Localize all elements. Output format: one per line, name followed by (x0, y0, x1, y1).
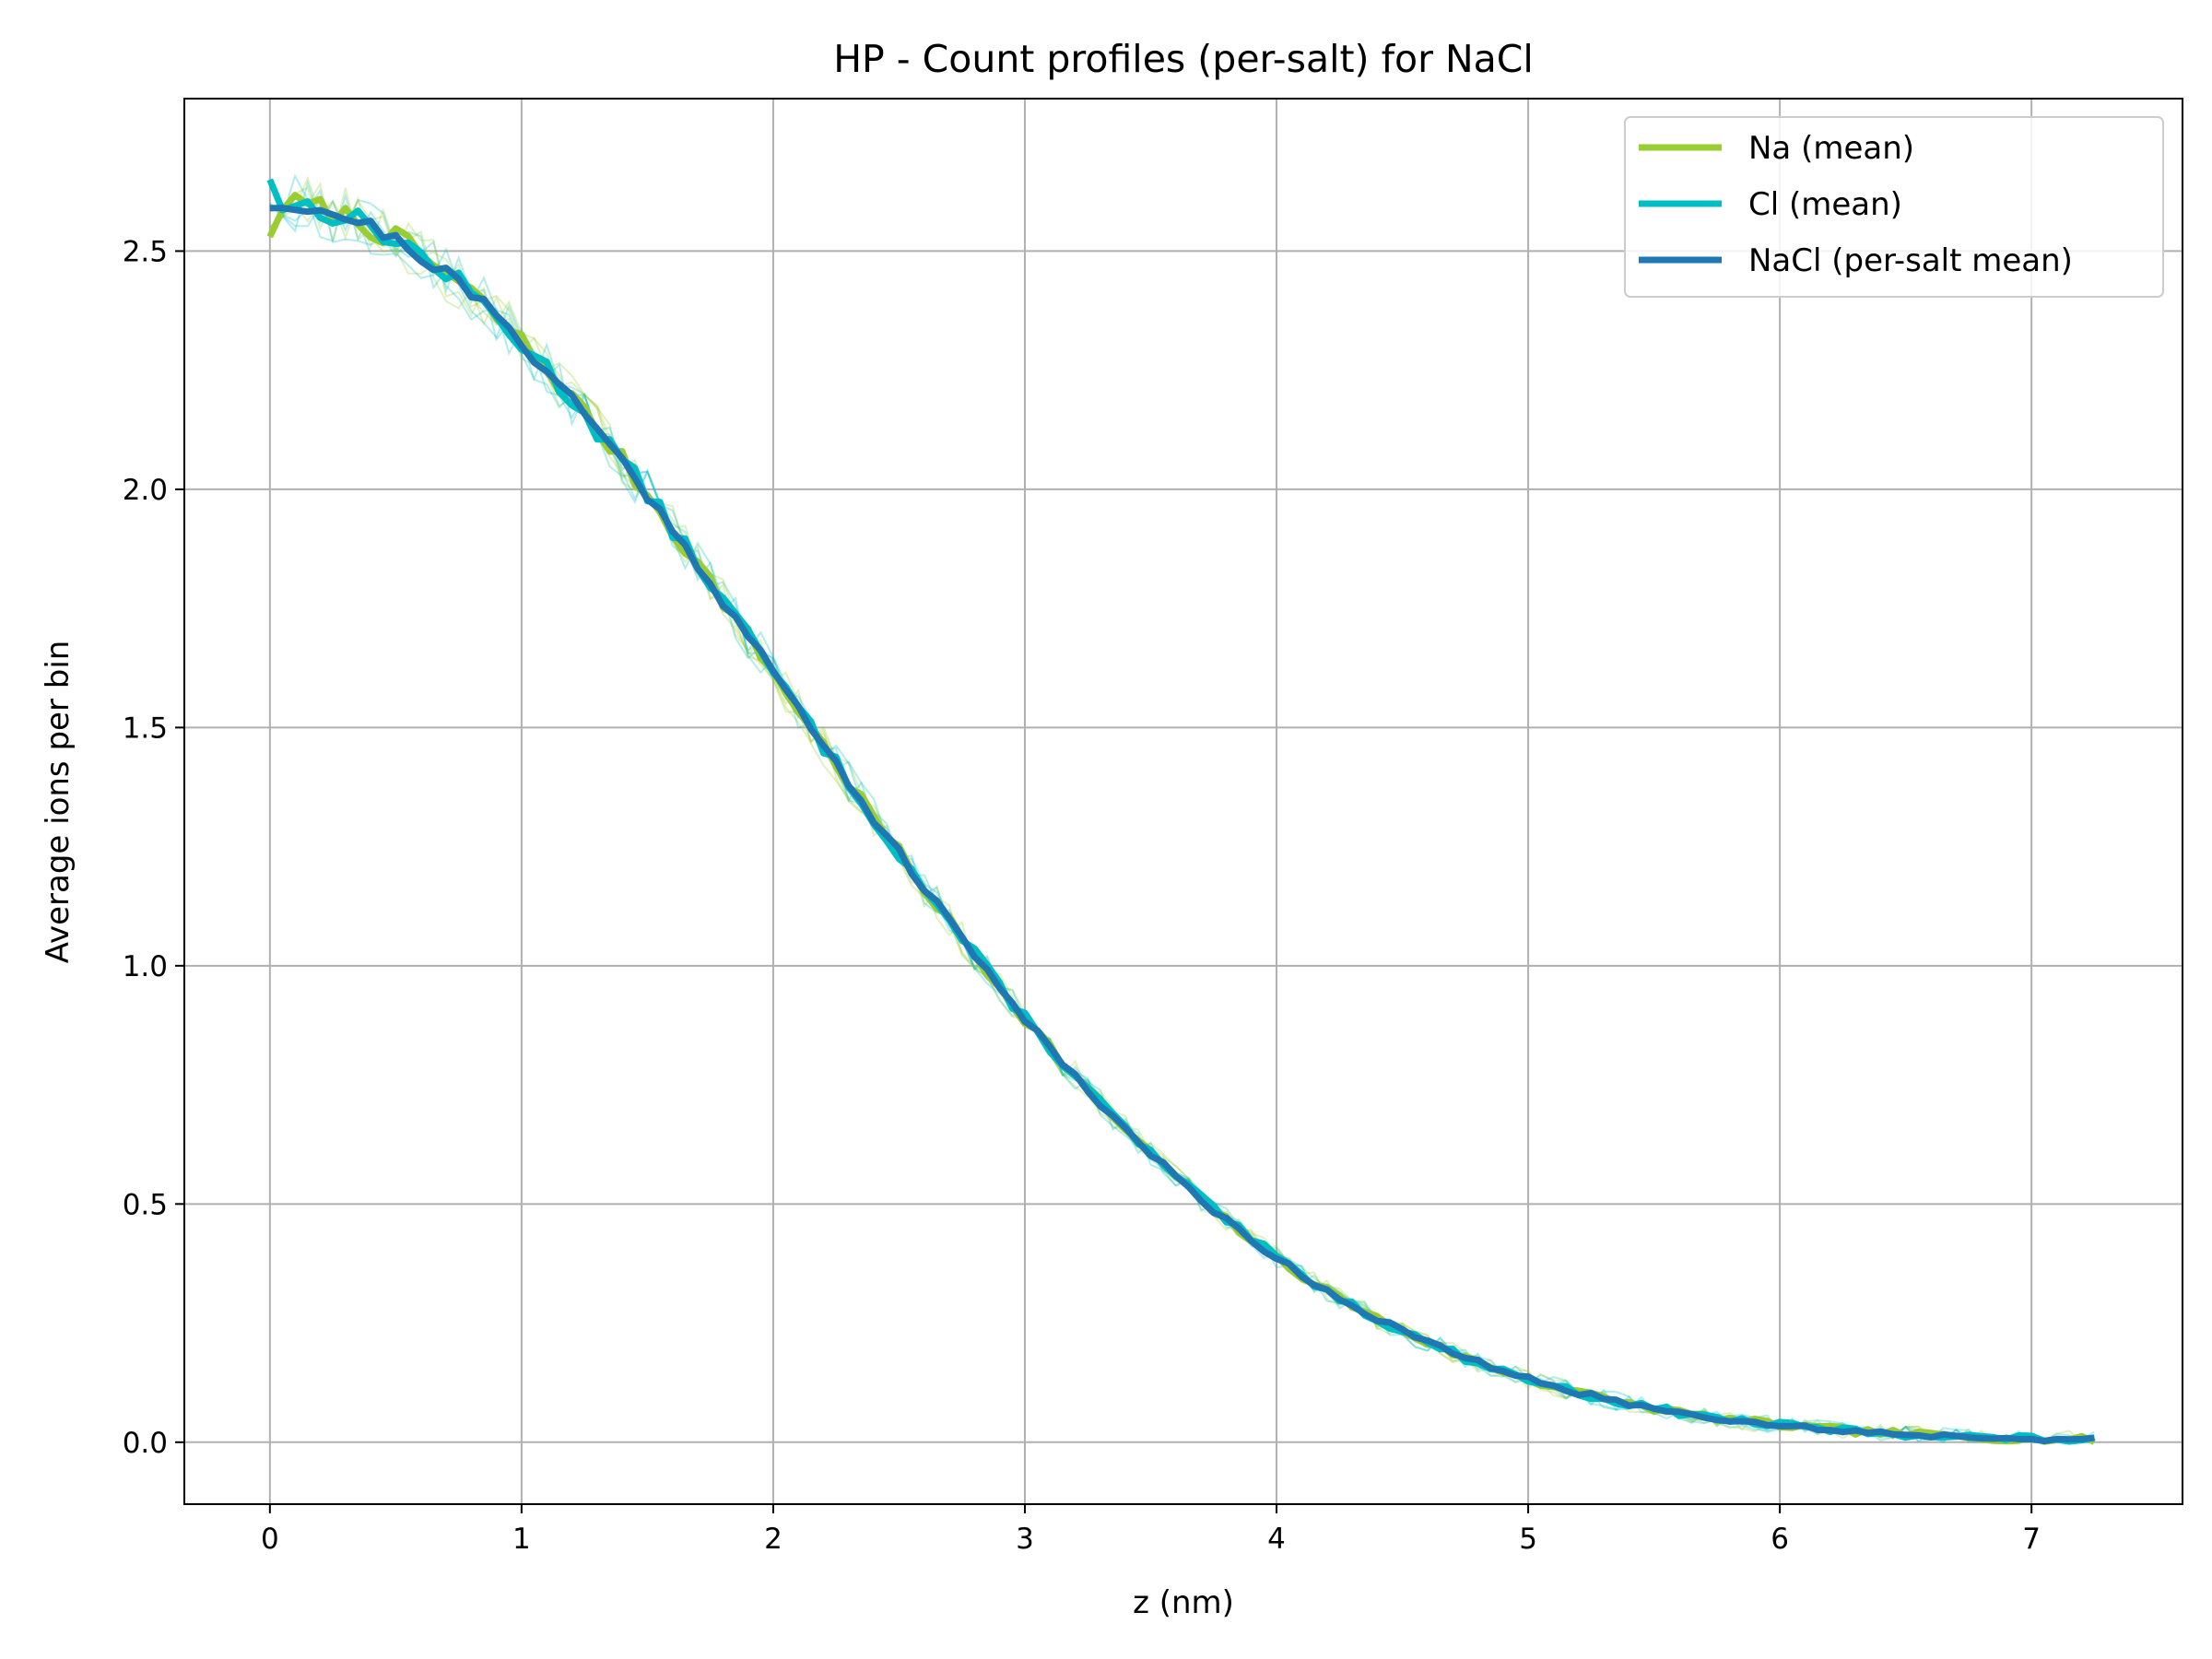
legend-box (1624, 116, 2164, 298)
x-axis-label: z (nm) (1133, 1584, 1234, 1621)
series-line (269, 205, 2095, 1444)
x-tick-label: 0 (261, 1523, 279, 1556)
x-tick-label: 7 (2022, 1523, 2041, 1556)
grid (184, 99, 2183, 1504)
y-axis-label: Average ions per bin (40, 641, 76, 964)
legend-label: NaCl (per-salt mean) (1748, 242, 2073, 279)
y-tick-label: 0.5 (123, 1188, 168, 1221)
x-tick-label: 2 (764, 1523, 782, 1556)
x-tick-label: 1 (512, 1523, 531, 1556)
legend-label: Na (mean) (1748, 130, 1914, 167)
x-axis: 0 1 2 3 4 5 6 7 (261, 1504, 2041, 1556)
plot-frame (183, 98, 2183, 1505)
x-tick-label: 6 (1771, 1523, 1789, 1556)
legend: Na (mean) Cl (mean) NaCl (per-salt mean) (1624, 116, 2164, 298)
y-tick-label: 2.5 (123, 235, 168, 268)
x-tick-label: 4 (1267, 1523, 1286, 1556)
y-tick-label: 2.0 (123, 474, 168, 507)
y-tick-label: 0.0 (123, 1427, 168, 1460)
y-tick-label: 1.0 (123, 950, 168, 983)
x-tick-label: 5 (1519, 1523, 1537, 1556)
x-tick-label: 3 (1016, 1523, 1034, 1556)
chart-title: HP - Count profiles (per-salt) for NaCl (833, 37, 1534, 81)
y-tick-label: 1.5 (123, 712, 168, 745)
y-axis: 0.0 0.5 1.0 1.5 2.0 2.5 (123, 235, 184, 1460)
series-lines (266, 178, 2096, 1445)
legend-label: Cl (mean) (1748, 186, 1902, 223)
